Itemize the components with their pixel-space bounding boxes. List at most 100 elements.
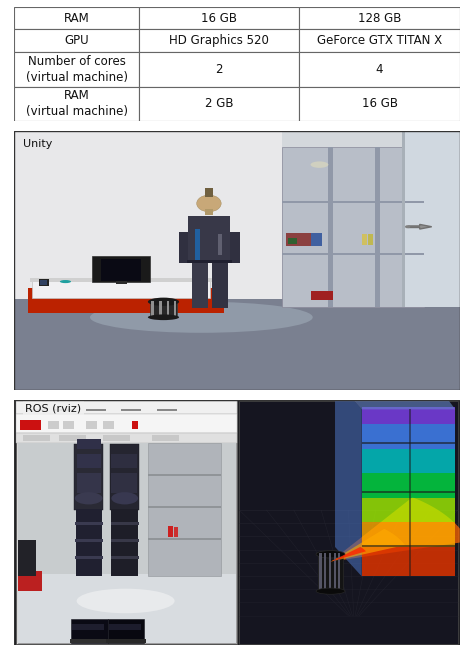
FancyArrow shape xyxy=(409,225,432,229)
Bar xyxy=(362,491,456,493)
Bar xyxy=(74,444,103,510)
Bar xyxy=(174,527,178,537)
Bar xyxy=(14,131,282,307)
Bar xyxy=(152,301,154,318)
Bar xyxy=(168,526,173,537)
Bar xyxy=(282,253,424,255)
Bar xyxy=(17,433,237,443)
Bar xyxy=(300,87,460,121)
Bar xyxy=(75,556,103,559)
Bar xyxy=(362,523,456,547)
Bar xyxy=(375,147,380,307)
Bar xyxy=(17,401,237,644)
Bar xyxy=(148,443,221,576)
Bar xyxy=(300,52,460,87)
Ellipse shape xyxy=(75,492,102,504)
Bar xyxy=(402,131,405,307)
Bar xyxy=(205,210,213,215)
Bar xyxy=(362,441,456,444)
Bar xyxy=(362,407,456,424)
Bar xyxy=(63,421,74,428)
Bar xyxy=(70,639,109,643)
Polygon shape xyxy=(330,529,405,561)
Bar xyxy=(192,261,208,309)
Bar xyxy=(148,538,221,540)
Bar xyxy=(17,401,237,415)
Bar xyxy=(111,473,137,493)
Bar xyxy=(404,131,460,307)
Bar xyxy=(14,52,139,87)
Bar xyxy=(75,522,103,525)
Bar xyxy=(92,257,150,282)
Text: 2 GB: 2 GB xyxy=(205,98,233,111)
Bar xyxy=(205,188,213,197)
Bar xyxy=(148,506,221,508)
Bar xyxy=(72,624,104,630)
Text: GPU: GPU xyxy=(64,35,89,47)
Bar xyxy=(111,509,138,576)
Ellipse shape xyxy=(60,280,71,283)
Bar xyxy=(116,281,127,284)
Bar xyxy=(18,571,42,591)
Bar xyxy=(110,444,139,510)
Bar xyxy=(310,291,333,301)
Text: 2: 2 xyxy=(215,63,223,76)
Bar xyxy=(27,288,224,313)
Text: ROS (rviz): ROS (rviz) xyxy=(25,403,82,413)
Bar xyxy=(139,52,300,87)
Bar xyxy=(18,540,36,576)
Bar xyxy=(362,498,456,523)
Bar xyxy=(310,233,322,246)
Text: 128 GB: 128 GB xyxy=(358,12,401,24)
Bar xyxy=(111,522,138,525)
Bar xyxy=(55,409,74,411)
Bar xyxy=(174,301,176,318)
Bar xyxy=(47,421,59,428)
Polygon shape xyxy=(14,299,460,390)
Bar xyxy=(148,474,221,476)
Bar xyxy=(219,234,222,255)
Bar xyxy=(362,424,456,449)
Polygon shape xyxy=(335,380,362,576)
Ellipse shape xyxy=(77,589,174,613)
Bar xyxy=(14,29,139,52)
Bar xyxy=(111,453,137,468)
Bar xyxy=(300,7,460,29)
Bar xyxy=(14,7,139,29)
Ellipse shape xyxy=(316,551,345,558)
Bar xyxy=(14,87,139,121)
Bar xyxy=(132,421,137,428)
Bar xyxy=(288,238,297,244)
Bar xyxy=(103,421,114,428)
Text: HD Graphics 520: HD Graphics 520 xyxy=(169,35,269,47)
Bar xyxy=(152,435,179,441)
Bar xyxy=(39,279,48,286)
Bar xyxy=(27,409,47,411)
Bar xyxy=(59,435,85,441)
Bar xyxy=(150,301,177,316)
Bar xyxy=(282,147,424,307)
Bar xyxy=(30,278,215,282)
Bar xyxy=(409,409,411,576)
Text: 4: 4 xyxy=(376,63,383,76)
Bar xyxy=(18,443,236,643)
Polygon shape xyxy=(330,497,468,561)
Text: RAM
(virtual machine): RAM (virtual machine) xyxy=(26,90,128,119)
Bar xyxy=(324,553,326,592)
Ellipse shape xyxy=(90,302,313,333)
Text: GeForce GTX TITAN X: GeForce GTX TITAN X xyxy=(317,35,442,47)
Bar xyxy=(159,301,162,318)
Ellipse shape xyxy=(405,225,410,229)
Text: Number of cores
(virtual machine): Number of cores (virtual machine) xyxy=(26,55,128,84)
Bar xyxy=(166,301,169,318)
Bar xyxy=(188,216,230,263)
Bar xyxy=(17,415,237,433)
Bar xyxy=(319,553,322,592)
Bar xyxy=(334,553,336,592)
Bar xyxy=(18,574,236,643)
Bar xyxy=(362,449,456,473)
Bar xyxy=(77,453,101,468)
Bar xyxy=(77,439,101,449)
Bar xyxy=(329,553,331,592)
Ellipse shape xyxy=(148,297,179,306)
